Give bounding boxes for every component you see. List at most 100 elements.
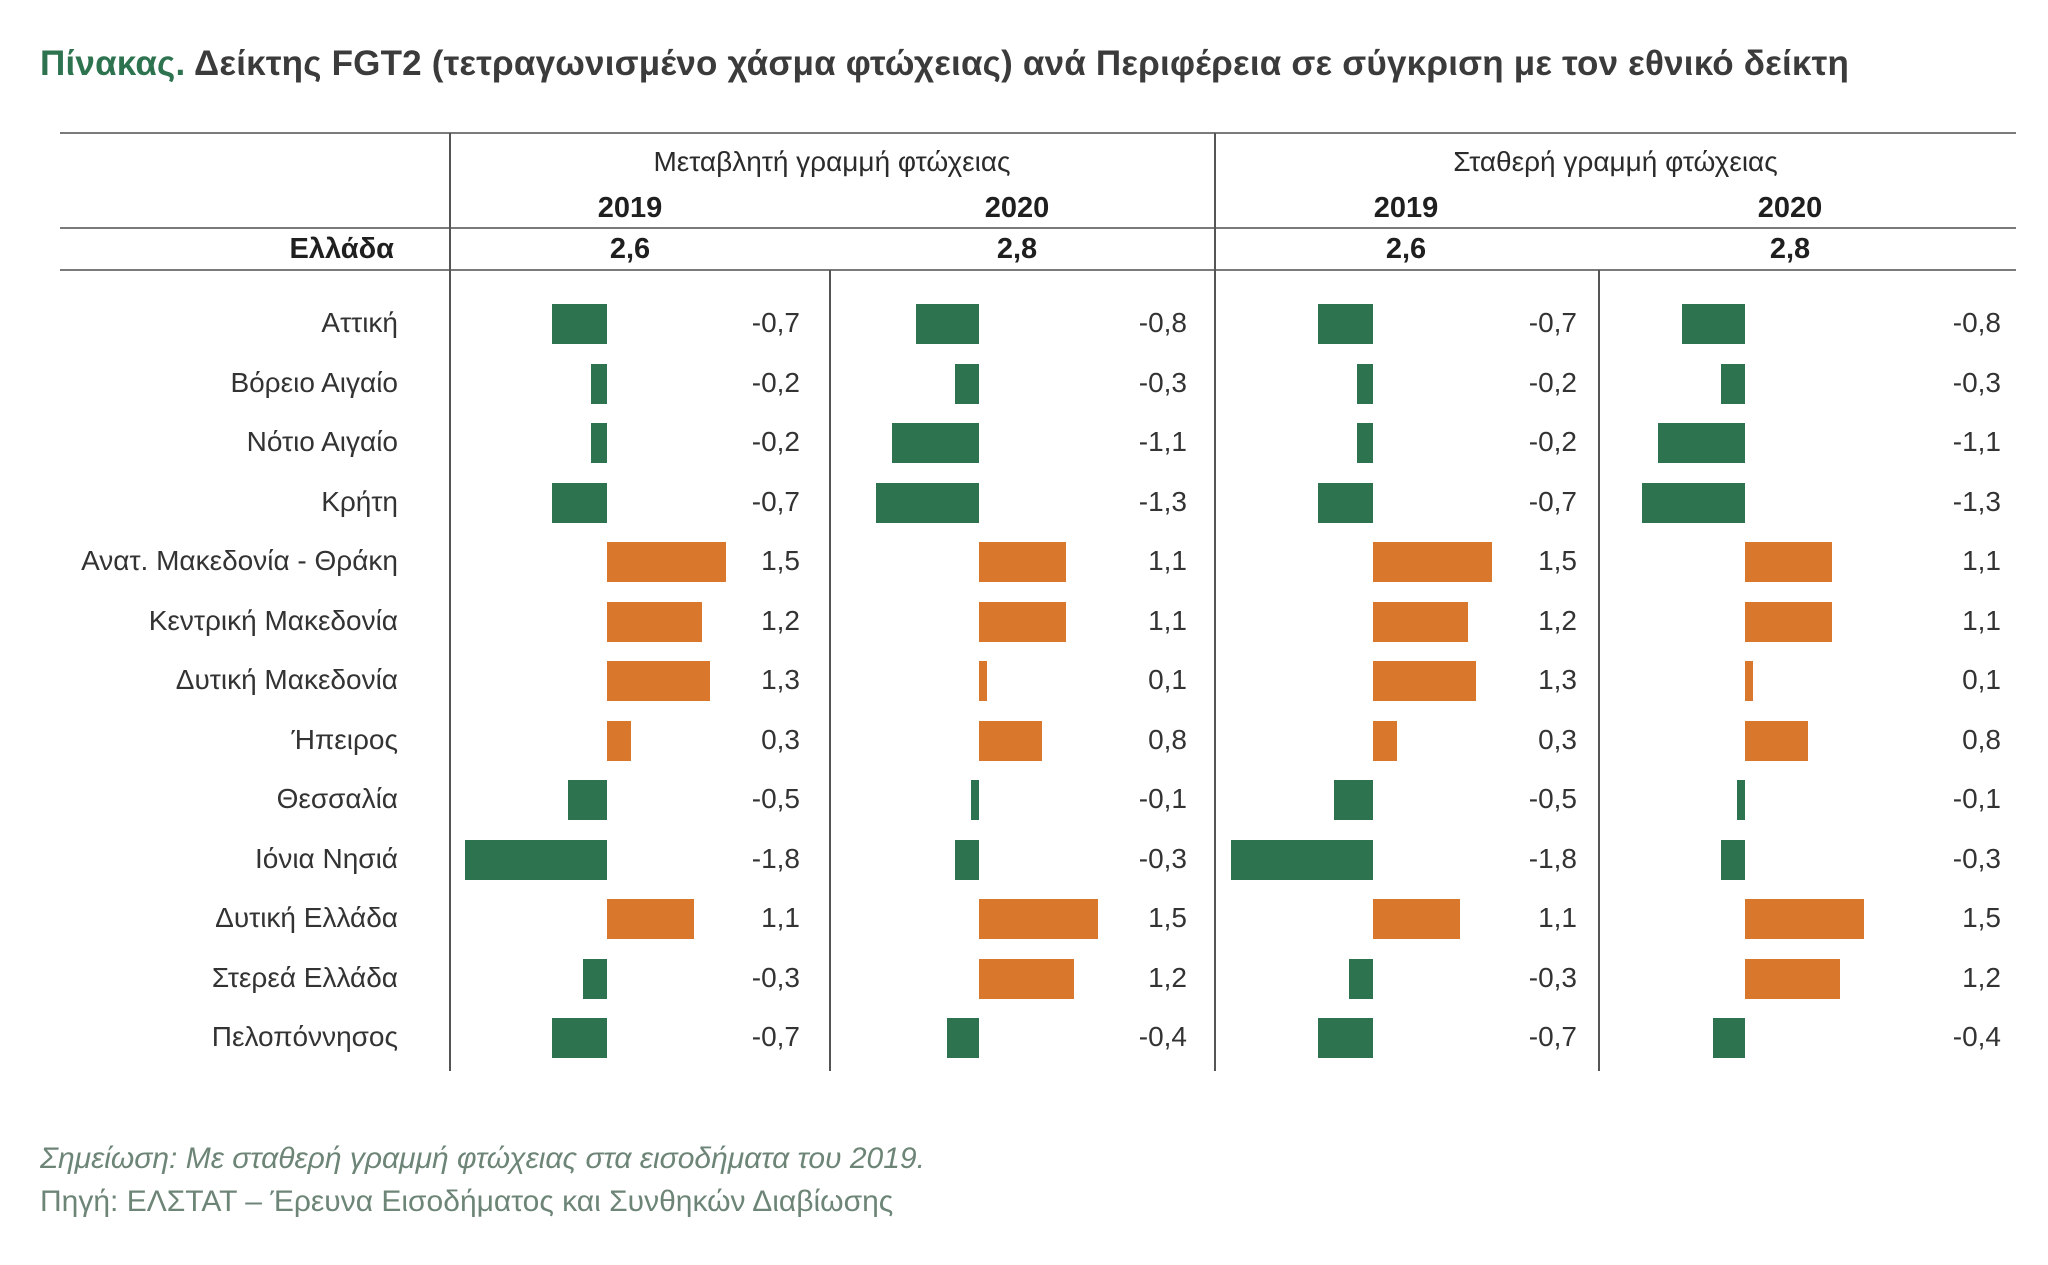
- value-label: 1,1: [1962, 545, 2001, 576]
- bar-negative: [1681, 304, 1745, 344]
- bar-negative: [1721, 363, 1745, 404]
- value-label: -0,5: [751, 783, 800, 814]
- bar-negative: [892, 423, 979, 463]
- value-label: -1,8: [751, 842, 800, 874]
- value-label: 0,1: [1148, 664, 1187, 695]
- value-label: -1,3: [1952, 485, 2001, 517]
- value-label: -1,1: [1952, 426, 2001, 457]
- bar-negative: [971, 780, 979, 820]
- region-label: Κρήτη: [321, 485, 398, 517]
- bar-negative: [915, 304, 979, 344]
- bar-positive: [979, 899, 1098, 939]
- value-label: 1,1: [1538, 902, 1577, 933]
- value-label: -0,2: [1528, 426, 1577, 457]
- value-label: 1,2: [1962, 961, 2001, 993]
- value-label: -0,8: [1952, 307, 2001, 338]
- bar-positive: [979, 720, 1043, 761]
- value-label: -0,7: [751, 485, 800, 517]
- value-label: -0,3: [1138, 842, 1187, 874]
- bar-positive: [607, 542, 726, 582]
- value-label: 1,5: [1538, 545, 1577, 576]
- value-label: -0,2: [751, 426, 800, 457]
- bar-negative: [1230, 839, 1373, 880]
- value-label: 1,5: [761, 545, 800, 576]
- value-label: 1,1: [761, 902, 800, 933]
- value-label: 0,1: [1962, 664, 2001, 695]
- top-rule: [60, 132, 2016, 134]
- year-header: 2019: [597, 192, 663, 224]
- bar-negative: [1642, 482, 1745, 523]
- national-value: 2,6: [609, 233, 651, 265]
- bar-negative: [955, 839, 979, 880]
- bar-negative: [583, 958, 607, 999]
- value-label: -0,1: [1138, 783, 1187, 814]
- bar-positive: [979, 958, 1074, 999]
- value-label: 1,1: [1962, 604, 2001, 636]
- bar-positive: [1745, 542, 1832, 582]
- bar-negative: [591, 423, 607, 463]
- region-label: Βόρειο Αιγαίο: [230, 366, 398, 398]
- value-label: -0,5: [1528, 783, 1577, 814]
- bar-positive: [979, 661, 987, 701]
- value-label: -0,3: [1528, 961, 1577, 993]
- bar-negative: [1658, 423, 1745, 463]
- bar-negative: [1713, 1018, 1745, 1058]
- bar-negative: [551, 482, 607, 523]
- value-label: -0,7: [1528, 307, 1577, 338]
- region-label: Πελοπόννησος: [211, 1021, 398, 1052]
- region-label: Ιόνια Νησιά: [254, 842, 398, 874]
- value-label: 0,3: [1538, 723, 1577, 755]
- bar-positive: [1745, 601, 1832, 642]
- value-label: -0,3: [1952, 366, 2001, 398]
- value-label: -0,8: [1138, 307, 1187, 338]
- bar-negative: [876, 482, 979, 523]
- value-label: 1,1: [1148, 604, 1187, 636]
- bar-positive: [1745, 899, 1864, 939]
- value-label: -0,2: [751, 366, 800, 398]
- bar-positive: [1745, 720, 1809, 761]
- title-lead: Πίνακας.: [40, 44, 186, 83]
- value-label: 1,5: [1962, 902, 2001, 933]
- value-label: -0,4: [1138, 1021, 1187, 1052]
- value-label: 0,8: [1148, 723, 1187, 755]
- bar-negative: [567, 780, 607, 820]
- value-label: -1,3: [1138, 485, 1187, 517]
- bar-positive: [979, 542, 1066, 582]
- value-label: 0,8: [1962, 723, 2001, 755]
- value-label: -0,2: [1528, 366, 1577, 398]
- source-note: Πηγή: ΕΛΣΤΑΤ – Έρευνα Εισοδήματος και Συ…: [40, 1185, 894, 1218]
- bar-negative: [591, 363, 607, 404]
- value-label: -0,7: [1528, 485, 1577, 517]
- region-label: Στερεά Ελλάδα: [211, 961, 398, 993]
- divider-year-fixed: [1598, 270, 1600, 1071]
- value-label: 0,3: [761, 723, 800, 755]
- value-label: 1,3: [1538, 664, 1577, 695]
- bar-positive: [607, 661, 710, 701]
- bar-positive: [1373, 899, 1460, 939]
- bar-positive: [979, 601, 1066, 642]
- bar-negative: [464, 839, 607, 880]
- bar-negative: [1721, 839, 1745, 880]
- bar-positive: [1373, 601, 1468, 642]
- chart-title: Πίνακας. Δείκτης FGT2 (τετραγωνισμένο χά…: [40, 44, 1849, 84]
- value-label: -0,3: [1952, 842, 2001, 874]
- group-header-variable: Μεταβλητή γραμμή φτώχειας: [653, 146, 1011, 177]
- value-label: -0,3: [751, 961, 800, 993]
- value-label: -0,7: [1528, 1021, 1577, 1052]
- bar-negative: [955, 363, 979, 404]
- region-label: Ήπειρος: [291, 723, 398, 755]
- national-value: 2,8: [1769, 233, 1811, 265]
- bar-negative: [1357, 423, 1373, 463]
- bar-negative: [1317, 482, 1373, 523]
- bar-positive: [1373, 720, 1397, 761]
- national-rule: [60, 269, 2016, 271]
- bar-positive: [607, 720, 631, 761]
- region-label: Νότιο Αιγαίο: [246, 426, 398, 457]
- bar-negative: [1357, 363, 1373, 404]
- bar-negative: [1317, 304, 1373, 344]
- value-label: -0,1: [1952, 783, 2001, 814]
- region-label: Δυτική Μακεδονία: [175, 664, 398, 695]
- bar-negative: [1317, 1018, 1373, 1058]
- year-header: 2019: [1373, 192, 1439, 224]
- region-label: Αττική: [321, 307, 398, 338]
